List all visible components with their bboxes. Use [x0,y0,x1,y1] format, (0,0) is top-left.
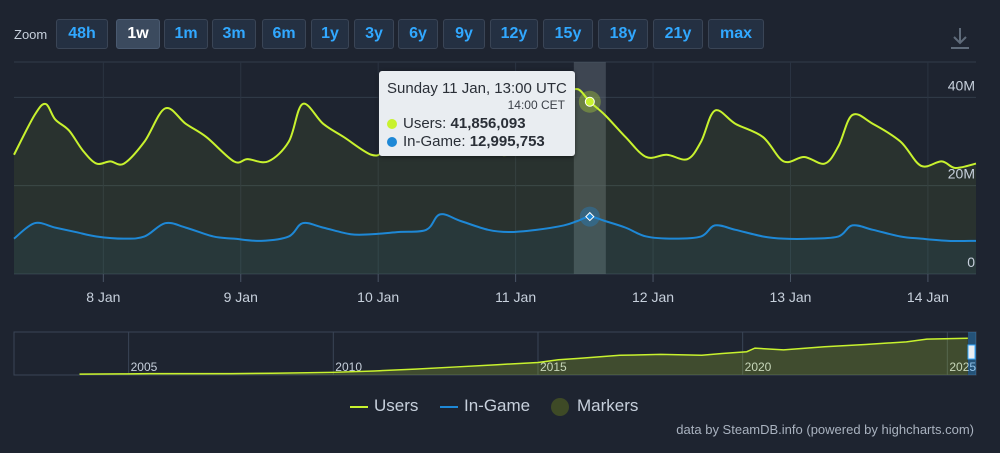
zoom-label: Zoom [14,27,48,42]
legend: Users In-Game Markers [0,394,1000,418]
navigator-tick-label: 2005 [131,360,158,374]
zoom-bar: Zoom 48h 1w 1m 3m 6m 1y 3y 6y 9y 12y 15y 18y 21y max [0,19,1000,51]
series-line-ingame[interactable] [13,213,977,243]
navigator[interactable]: 2005 2010 2015 2020 2025 [13,331,977,376]
navigator-tick-label: 2015 [540,360,567,374]
zoom-button-6m[interactable]: 6m [262,19,306,49]
legend-markers-label: Markers [577,396,639,415]
zoom-button-1w[interactable]: 1w [116,19,160,49]
zoom-button-21y[interactable]: 21y [653,19,703,49]
navigator-frame [13,331,977,376]
zoom-button-9y[interactable]: 9y [443,19,485,49]
tooltip-title: Sunday 11 Jan, 13:00 UTC [387,80,567,97]
x-tick-label: 13 Jan [769,289,811,305]
tooltip-users-value: 41,856,093 [450,115,526,132]
ingame-dot-icon [387,137,397,147]
x-tick-label: 10 Jan [357,289,399,305]
series-area-users [14,89,976,275]
navigator-handle[interactable] [967,344,976,360]
series-area-ingame [14,214,976,274]
zoom-button-1m[interactable]: 1m [164,19,208,49]
x-tick-label: 8 Jan [86,289,120,305]
ingame-line-icon [440,405,458,408]
legend-ingame[interactable]: In-Game [440,394,530,418]
y-tick-label: 0 [967,254,975,270]
navigator-tick-label: 2020 [745,360,772,374]
y-tick-label: 40M [948,77,975,93]
zoom-button-6y[interactable]: 6y [398,19,438,49]
zoom-button-3y[interactable]: 3y [354,19,394,49]
zoom-button-48h[interactable]: 48h [56,19,108,49]
tooltip-users-label: Users: [403,115,447,132]
tooltip-ingame-label: In-Game: [403,133,466,150]
markers-circle-icon [551,397,569,416]
navigator-line [79,337,968,375]
ingame-hover-point[interactable] [585,211,595,222]
tooltip-ingame-row: In-Game: 12,995,753 [387,133,545,150]
users-dot-icon [387,119,397,129]
zoom-button-3m[interactable]: 3m [212,19,256,49]
users-line-icon [350,405,368,408]
x-tick-label: 14 Jan [907,289,949,305]
users-hover-point[interactable] [584,96,595,107]
legend-users[interactable]: Users [350,394,418,418]
y-tick-label: 20M [948,166,975,182]
legend-ingame-label: In-Game [464,396,531,415]
x-tick-label: 9 Jan [224,289,258,305]
zoom-button-15y[interactable]: 15y [543,19,593,49]
x-tick-label: 11 Jan [495,289,536,305]
tooltip-users-row: Users: 41,856,093 [387,115,526,132]
navigator-tick-label: 2010 [335,360,362,374]
zoom-button-1y[interactable]: 1y [311,19,349,49]
legend-users-label: Users [374,396,419,415]
tooltip: Sunday 11 Jan, 13:00 UTC 14:00 CET Users… [379,71,575,156]
legend-markers[interactable]: Markers [551,394,638,418]
zoom-button-12y[interactable]: 12y [490,19,538,49]
download-icon[interactable] [946,24,974,52]
navigator-area [79,338,968,375]
x-tick-label: 12 Jan [632,289,674,305]
credits-link[interactable]: data by SteamDB.info (powered by highcha… [676,422,974,437]
tooltip-subtitle: 14:00 CET [507,98,565,112]
tooltip-ingame-value: 12,995,753 [469,133,545,150]
zoom-button-18y[interactable]: 18y [598,19,648,49]
zoom-button-max[interactable]: max [708,19,764,49]
navigator-tick-label: 2025 [949,360,976,374]
